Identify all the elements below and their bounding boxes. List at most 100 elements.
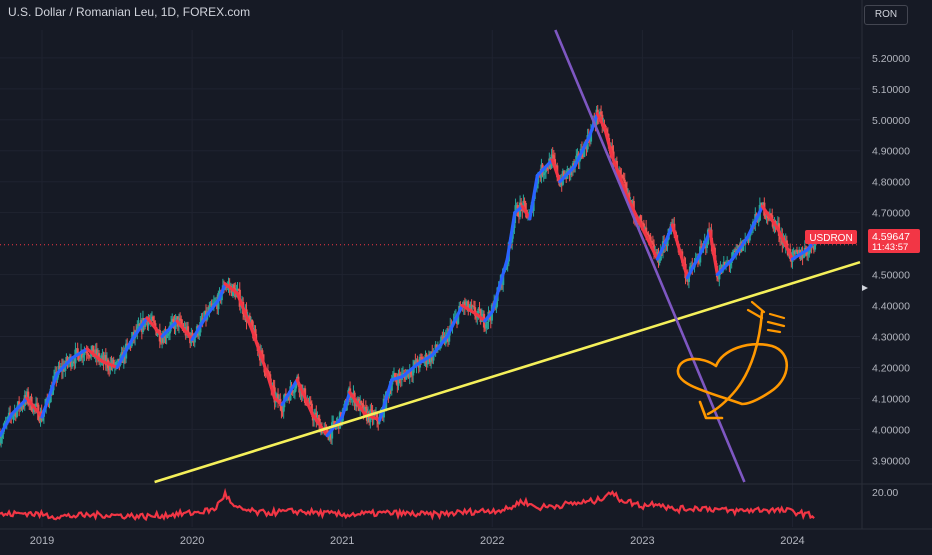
candle-body	[137, 324, 140, 327]
candle-body	[697, 261, 701, 263]
candle-body	[800, 252, 803, 260]
indicator-axis-label: 20.00	[872, 487, 898, 499]
candle-body	[159, 341, 163, 343]
candle-body	[737, 245, 740, 250]
candle-body	[243, 313, 246, 318]
candle-body	[96, 353, 100, 358]
candle-body	[631, 200, 634, 206]
candle-body	[520, 202, 523, 206]
candle-body	[410, 374, 414, 376]
candle-body	[218, 291, 221, 293]
trend-segment	[145, 316, 164, 339]
trend-segment	[700, 229, 712, 252]
candle-body	[771, 215, 774, 220]
candle-body	[413, 361, 416, 368]
candle-body	[808, 246, 811, 255]
scroll-right-icon[interactable]	[862, 285, 868, 291]
candle-body	[329, 431, 333, 439]
trend-segment	[340, 390, 352, 419]
candle-body	[470, 304, 473, 307]
candle-body	[628, 192, 631, 201]
candle-body	[34, 403, 38, 407]
candle-body	[645, 227, 648, 233]
trend-segment	[115, 337, 134, 370]
candle-body	[801, 252, 804, 259]
candle-body	[251, 320, 254, 328]
trend-segment	[378, 378, 394, 422]
candle-body	[104, 354, 107, 366]
candle-body	[722, 261, 725, 266]
candle-body	[327, 437, 330, 441]
candle-body	[108, 368, 111, 371]
candle-body	[748, 233, 751, 241]
candle-body	[375, 412, 379, 421]
candle-body	[415, 359, 418, 366]
candle-body	[700, 246, 703, 248]
candle-body	[539, 174, 542, 178]
current-price: 4.59647	[872, 231, 910, 243]
candle-body	[12, 413, 15, 417]
candle-body	[757, 220, 760, 223]
trend-segment	[190, 313, 209, 342]
candle-body	[424, 354, 427, 361]
candle-body	[83, 351, 86, 356]
indicator-pane: 20.00	[0, 487, 898, 522]
candle-body	[417, 365, 420, 368]
trend-segment	[400, 368, 412, 379]
candle-body	[216, 301, 219, 310]
candle-body	[169, 322, 173, 326]
candle-body	[762, 202, 765, 207]
candle-body	[735, 248, 738, 252]
candle-body	[261, 350, 264, 355]
candle-body	[790, 258, 793, 262]
candle-body	[302, 388, 306, 390]
candle-body	[275, 394, 279, 397]
candle-body	[389, 388, 392, 391]
currency-button[interactable]: RON	[864, 5, 908, 25]
chart-title: U.S. Dollar / Romanian Leu, 1D, FOREX.co…	[8, 5, 251, 19]
candle-body	[180, 319, 183, 326]
candle-body	[547, 168, 550, 170]
trend-segment	[217, 282, 227, 301]
candle-body	[101, 355, 104, 359]
trend-segment	[205, 297, 221, 317]
candle-body	[64, 365, 67, 371]
candle-body	[317, 417, 320, 419]
candle-body	[475, 315, 478, 318]
trend-segment	[558, 164, 577, 184]
candle-body	[542, 173, 545, 176]
candle-body	[292, 392, 295, 394]
candle-body	[276, 394, 280, 403]
candle-body	[517, 216, 521, 218]
candle-body	[186, 326, 190, 333]
trend-segment	[223, 282, 239, 295]
candle-body	[432, 352, 435, 361]
trend-segment	[348, 390, 367, 416]
candle-body	[0, 438, 3, 444]
candle-body	[723, 261, 727, 268]
candle-body	[175, 316, 178, 318]
candle-body	[478, 308, 481, 310]
candle-body	[690, 265, 693, 267]
resistance-trendline[interactable]	[554, 29, 746, 483]
trend-line	[0, 111, 817, 438]
trend-segment	[250, 328, 269, 376]
candle-body	[156, 333, 159, 336]
trend-segment	[310, 412, 329, 438]
candle-body	[352, 392, 355, 396]
candle-body	[77, 353, 80, 362]
price-tick-label: 4.10000	[872, 393, 910, 405]
candle-body	[7, 412, 11, 417]
trend-segment	[715, 257, 735, 277]
price-tick-label: 4.00000	[872, 424, 910, 436]
candle-body	[562, 171, 566, 178]
time-tick-label: 2021	[330, 535, 354, 547]
candle-body	[794, 250, 797, 254]
candle-body	[192, 341, 195, 343]
support-trendline[interactable]	[154, 260, 861, 484]
candle-body	[48, 402, 51, 404]
candle-body	[807, 254, 810, 256]
candle-body	[764, 215, 767, 217]
